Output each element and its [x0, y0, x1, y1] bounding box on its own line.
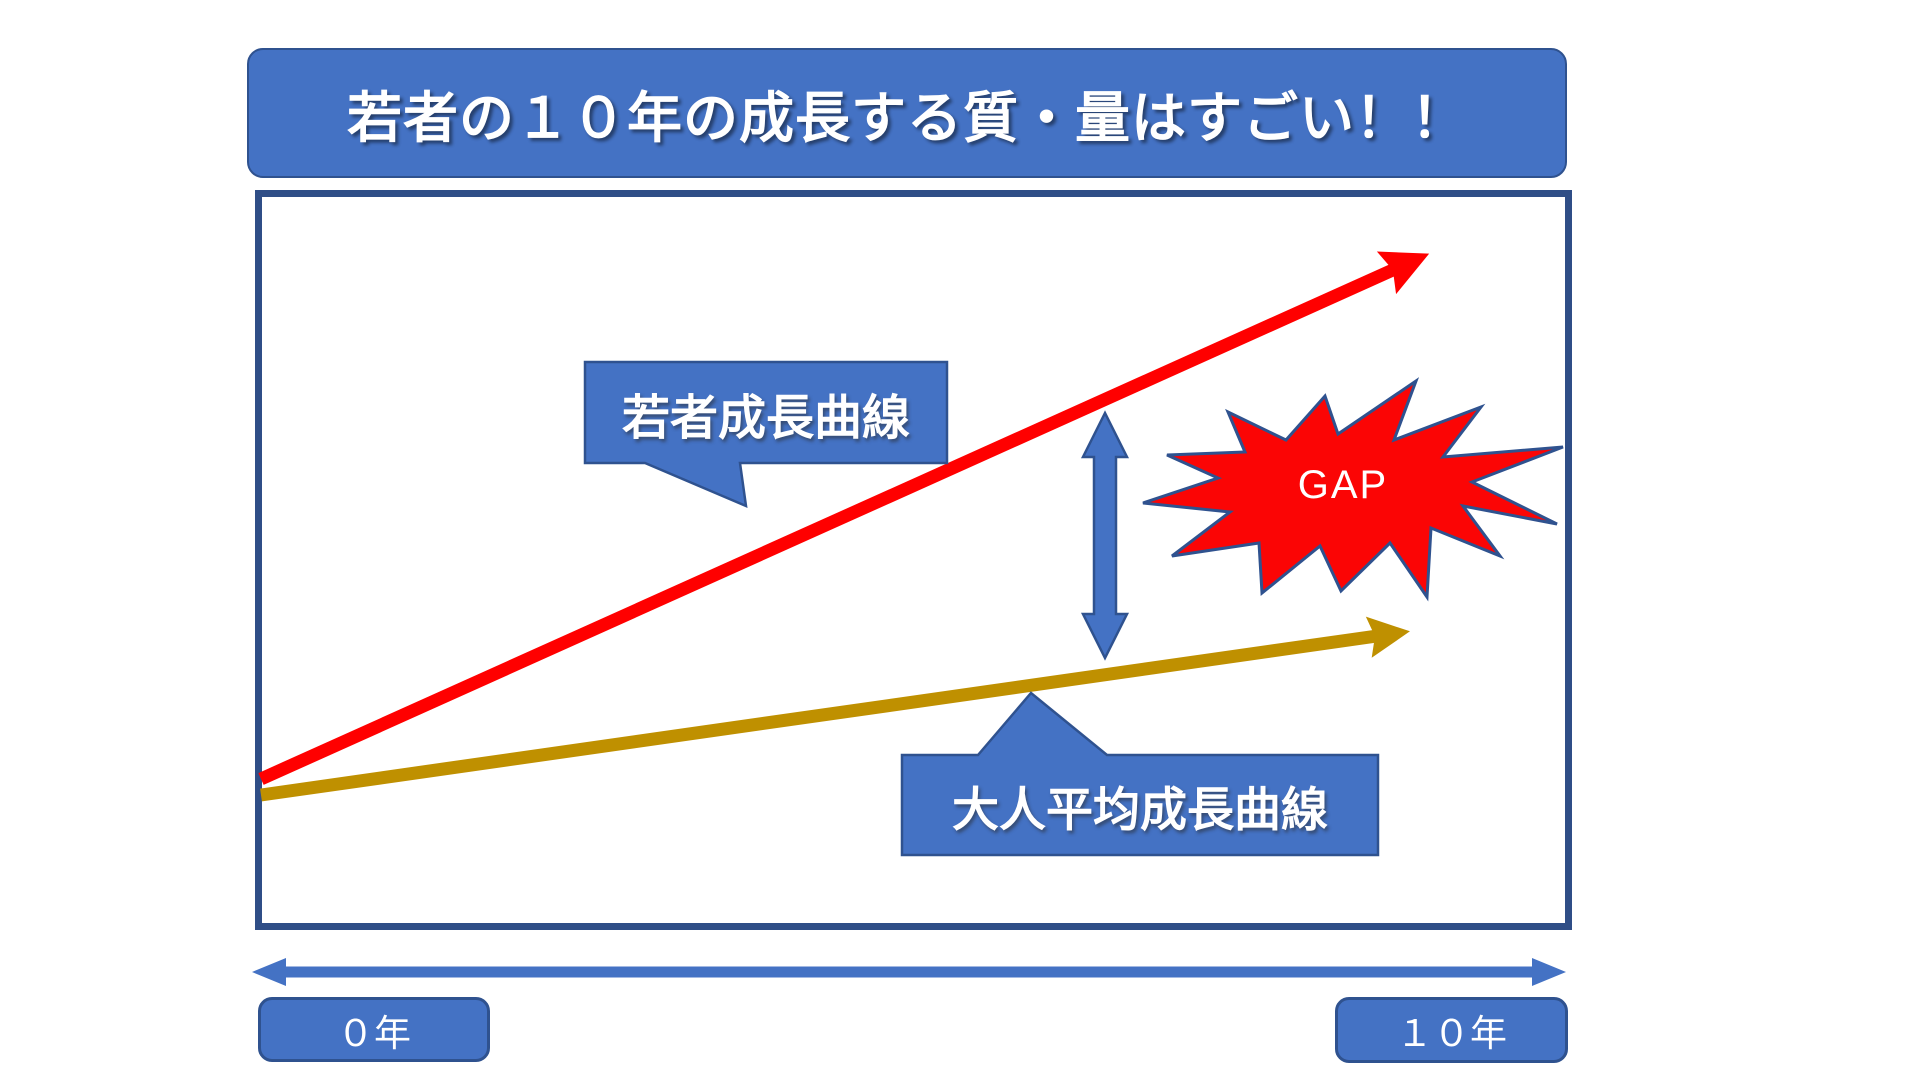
year-end-label: １０年	[1396, 1013, 1507, 1054]
gap-double-arrow	[1080, 410, 1130, 661]
year-start-label: ０年	[337, 1012, 411, 1054]
youth-growth-arrow	[258, 251, 1430, 785]
gap-starburst	[1142, 377, 1564, 602]
title-banner: 若者の１０年の成長する質・量はすごい！！	[247, 48, 1567, 178]
youth-curve-callout	[583, 360, 949, 509]
year-start-badge: ０年	[258, 997, 490, 1062]
adult-growth-arrow	[260, 616, 1410, 802]
slide-title: 若者の１０年の成長する質・量はすごい！！	[346, 87, 1467, 149]
timeline-arrow	[252, 958, 1566, 986]
gap-label: GAP	[1297, 462, 1389, 507]
youth-curve-callout-label: 若者成長曲線	[621, 391, 910, 445]
adult-curve-callout-label: 大人平均成長曲線	[952, 782, 1328, 836]
year-end-badge: １０年	[1335, 997, 1568, 1063]
adult-curve-callout	[900, 691, 1380, 857]
